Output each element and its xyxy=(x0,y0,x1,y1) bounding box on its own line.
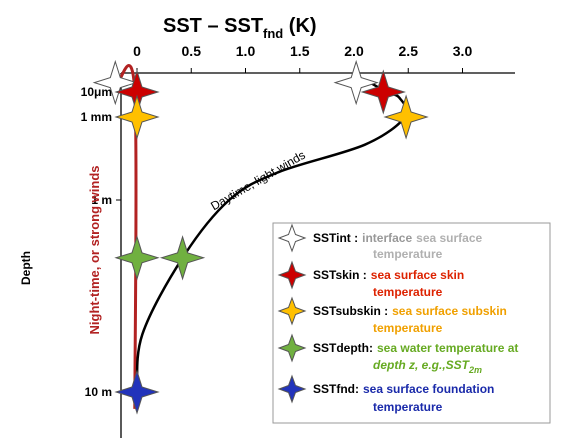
marker-sstdepth-star xyxy=(159,235,206,281)
marker-sstsubskin-star xyxy=(114,94,160,140)
legend-sstint-desc-prefix: interface xyxy=(362,231,412,245)
x-tick-label: 2.0 xyxy=(344,43,364,59)
y-tick-label: 10 m xyxy=(85,385,112,399)
x-tick-label: 1.5 xyxy=(290,43,310,59)
svg-text:SSTskin :sea surface skin: SSTskin : sea surface skin xyxy=(313,268,464,282)
marker-sstfnd-star xyxy=(114,369,160,415)
legend-markers xyxy=(277,223,307,404)
marker-sstsubskin-star xyxy=(383,94,429,140)
y-axis-label: Depth xyxy=(19,251,33,285)
x-tick-label: 0 xyxy=(133,43,141,59)
legend-sstdepth-desc-line2: depth z, e.g.,SST xyxy=(373,358,471,372)
legend-entry-sstdepth: SSTdepth: sea water temperature at depth … xyxy=(313,341,518,375)
legend-entry-sstsubskin: SSTsubskin : sea surface subskin temperat… xyxy=(313,304,507,335)
legend-entry-sstskin: SSTskin : sea surface skin temperature xyxy=(313,268,464,299)
svg-text:depth z, e.g.,SST2m: depth z, e.g.,SST2m xyxy=(373,358,482,375)
legend-sstint-desc-rest: sea surface xyxy=(416,231,482,245)
legend-sstsubskin-desc-line1: sea surface subskin xyxy=(392,304,507,318)
legend-sstfnd-desc-line1: sea surface foundation xyxy=(363,382,494,396)
y-tick-label: 10μm xyxy=(81,85,112,99)
legend-sstskin-desc-line2: temperature xyxy=(373,285,443,299)
legend-sstskin-desc-line1: sea surface skin xyxy=(371,268,464,282)
marker-layer xyxy=(92,59,429,415)
x-tick-label: 3.0 xyxy=(453,43,473,59)
x-tick-label: 1.0 xyxy=(236,43,256,59)
legend: SSTint : interface sea surface temperature… xyxy=(272,222,551,424)
legend-sstsubskin-desc-line2: temperature xyxy=(373,321,443,335)
legend-box xyxy=(272,222,551,424)
legend-sstskin-name: SSTskin : xyxy=(313,268,367,282)
marker-sstdepth-star xyxy=(114,235,160,281)
legend-sstint-name: SSTint : xyxy=(313,231,358,245)
legend-sstfnd-desc-line2: temperature xyxy=(373,400,443,414)
legend-sstint-star-icon xyxy=(277,223,307,253)
legend-sstdepth-star-icon xyxy=(277,333,307,363)
legend-sstint-desc-line2: temperature xyxy=(373,247,443,261)
svg-text:SSTfnd:sea surface foundation: SSTfnd: sea surface foundation xyxy=(313,382,494,396)
svg-text:SSTdepth:sea water temperature: SSTdepth: sea water temperature at xyxy=(313,341,518,355)
x-ticks: 0 0.5 1.0 1.5 2.0 2.5 3.0 xyxy=(133,43,472,73)
legend-sstsubskin-star-icon xyxy=(277,296,307,326)
x-tick-label: 0.5 xyxy=(182,43,202,59)
marker-sstint-star xyxy=(333,59,379,106)
night-time-series-label: Night-time, or strong winds xyxy=(87,166,102,335)
legend-sstdepth-subscript: 2m xyxy=(468,365,482,375)
legend-sstfnd-star-icon xyxy=(277,374,307,404)
legend-sstskin-star-icon xyxy=(277,260,307,290)
legend-sstsubskin-name: SSTsubskin : xyxy=(313,304,388,318)
chart-title: SST – SSTfnd (K) xyxy=(163,15,317,41)
daytime-series-label: Daytime, light winds xyxy=(208,148,307,213)
daytime-profile-line xyxy=(135,81,409,409)
svg-text:SSTsubskin :sea surface subski: SSTsubskin : sea surface subskin xyxy=(313,304,507,318)
legend-sstfnd-name: SSTfnd: xyxy=(313,382,359,396)
legend-sstdepth-name: SSTdepth: xyxy=(313,341,373,355)
legend-sstdepth-desc-line1: sea water temperature at xyxy=(377,341,518,355)
legend-entry-sstint: SSTint : interface sea surface temperature xyxy=(313,231,483,261)
x-tick-label: 2.5 xyxy=(399,43,419,59)
marker-sstint-star xyxy=(92,59,138,106)
y-tick-label: 1 m xyxy=(91,193,112,207)
marker-sstskin-star xyxy=(360,69,406,115)
y-tick-label: 1 mm xyxy=(81,110,112,124)
legend-entry-sstfnd: SSTfnd: sea surface foundation temperatur… xyxy=(313,382,494,414)
